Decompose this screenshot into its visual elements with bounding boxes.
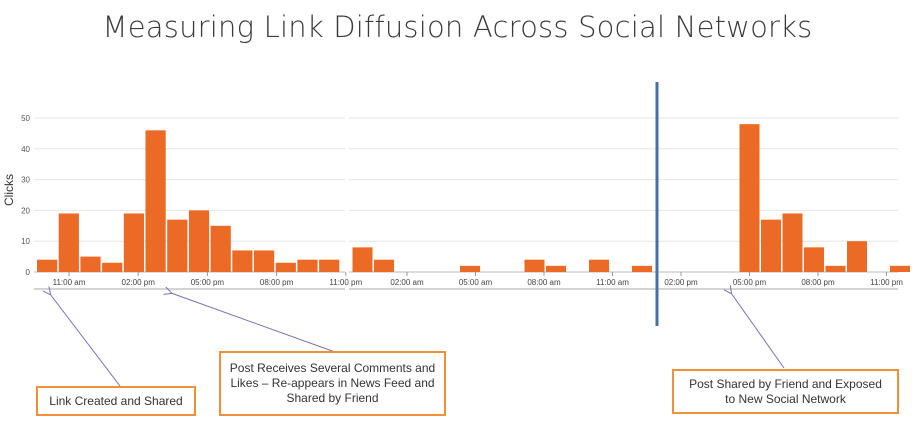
bar xyxy=(37,259,58,272)
x-tick-label: 11:00 am xyxy=(53,278,86,287)
bar xyxy=(847,241,867,272)
callout-shared-by-friend: Post Shared by Friend and Exposed to New… xyxy=(672,369,899,414)
bar xyxy=(123,213,144,272)
arrow-shared-by-friend xyxy=(731,293,785,369)
x-tick-label: 08:00 am xyxy=(527,278,561,287)
x-tick-label: 02:00 am xyxy=(390,278,424,287)
bar xyxy=(102,262,123,272)
x-tick-label: 05:00 am xyxy=(459,278,493,287)
x-tick-label: 11:00 pm xyxy=(329,278,362,287)
callout-post-comments: Post Receives Several Comments and Likes… xyxy=(219,351,446,416)
bar xyxy=(804,247,824,272)
y-tick-label: 10 xyxy=(21,237,30,246)
x-tick-label: 11:00 am xyxy=(596,278,629,287)
y-tick-label: 50 xyxy=(21,114,30,123)
arrow-link-created xyxy=(50,294,121,387)
bar xyxy=(739,124,760,272)
y-tick-label: 20 xyxy=(21,206,30,215)
bar xyxy=(524,259,545,272)
bar xyxy=(210,225,231,272)
chart-title: Measuring Link Diffusion Across Social N… xyxy=(102,10,813,44)
x-tick-label: 05:00 pm xyxy=(733,278,767,287)
y-tick-label: 40 xyxy=(21,145,30,154)
bar xyxy=(167,219,188,272)
bar xyxy=(188,210,210,272)
bar xyxy=(374,259,394,272)
bar xyxy=(352,247,373,272)
y-axis-label: Clicks xyxy=(2,174,16,206)
bar xyxy=(58,213,79,272)
bar xyxy=(825,265,846,272)
bar xyxy=(632,265,652,272)
bar xyxy=(460,265,480,272)
bar xyxy=(275,262,296,272)
bar xyxy=(145,130,166,272)
bar xyxy=(782,213,803,272)
bar xyxy=(297,259,318,272)
x-tick-label: 05:00 pm xyxy=(191,278,225,287)
arrow-post-comments xyxy=(171,293,336,353)
bar xyxy=(546,265,566,272)
bar xyxy=(761,219,781,272)
bar xyxy=(319,259,340,272)
x-tick-label: 08:00 pm xyxy=(260,278,294,287)
y-tick-label: 0 xyxy=(26,268,31,277)
x-tick-label: 08:00 pm xyxy=(801,278,835,287)
bar xyxy=(589,259,609,272)
x-tick-label: 02:00 pm xyxy=(122,278,156,287)
callout-link-created: Link Created and Shared xyxy=(36,386,196,416)
bar xyxy=(254,250,275,272)
bar xyxy=(232,250,253,272)
x-tick-label: 02:00 pm xyxy=(664,278,698,287)
bar xyxy=(890,265,910,272)
x-tick-label: 11:00 pm xyxy=(870,278,903,287)
bar xyxy=(80,256,101,272)
y-tick-label: 30 xyxy=(21,176,30,185)
